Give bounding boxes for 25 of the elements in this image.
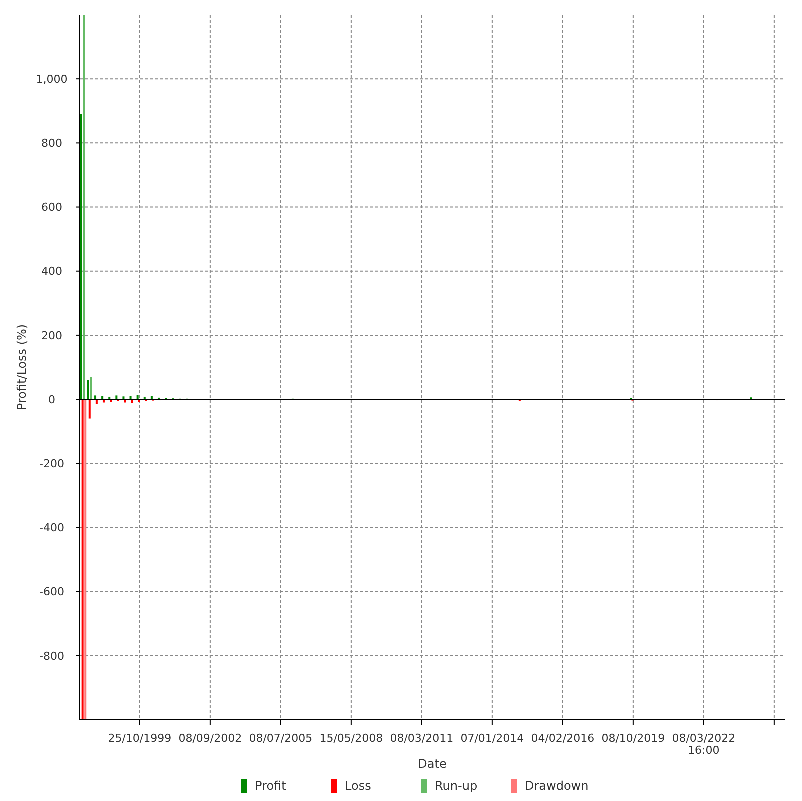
- legend-label: Run-up: [435, 779, 478, 794]
- x-tick-label: 04/02/2016: [531, 732, 595, 745]
- x-tick-label: 07/01/2014: [460, 732, 524, 745]
- x-axis-title: Date: [418, 757, 447, 771]
- y-tick-label: -200: [40, 457, 64, 470]
- x-tick-label: 15/05/2008: [320, 732, 384, 745]
- y-tick-label: 0: [48, 393, 56, 406]
- legend-label: Drawdown: [525, 779, 589, 794]
- legend-label: Loss: [345, 779, 372, 794]
- x-tick-label: 08/03/2011: [390, 732, 454, 745]
- legend-label: Profit: [255, 779, 287, 794]
- x-tick-label: 25/10/1999: [108, 732, 172, 745]
- y-tick-label: 1,000: [36, 72, 68, 86]
- y-tick-label: -400: [40, 522, 64, 535]
- x-tick-label: 08/07/2005: [249, 732, 313, 745]
- y-tick-label: -600: [40, 586, 64, 599]
- y-tick-label: 600: [42, 201, 62, 214]
- y-tick-label: 200: [42, 329, 62, 342]
- x-tick-label: 08/09/2002: [178, 732, 242, 745]
- y-tick-label: 800: [42, 137, 62, 150]
- y-tick-label: -800: [40, 650, 64, 663]
- y-tick-label: 400: [42, 265, 62, 278]
- x-tick-label: 08/03/2022 16:00: [672, 732, 736, 757]
- x-tick-label: 08/10/2019: [602, 732, 666, 745]
- y-axis-title: Profit/Loss (%): [15, 324, 29, 411]
